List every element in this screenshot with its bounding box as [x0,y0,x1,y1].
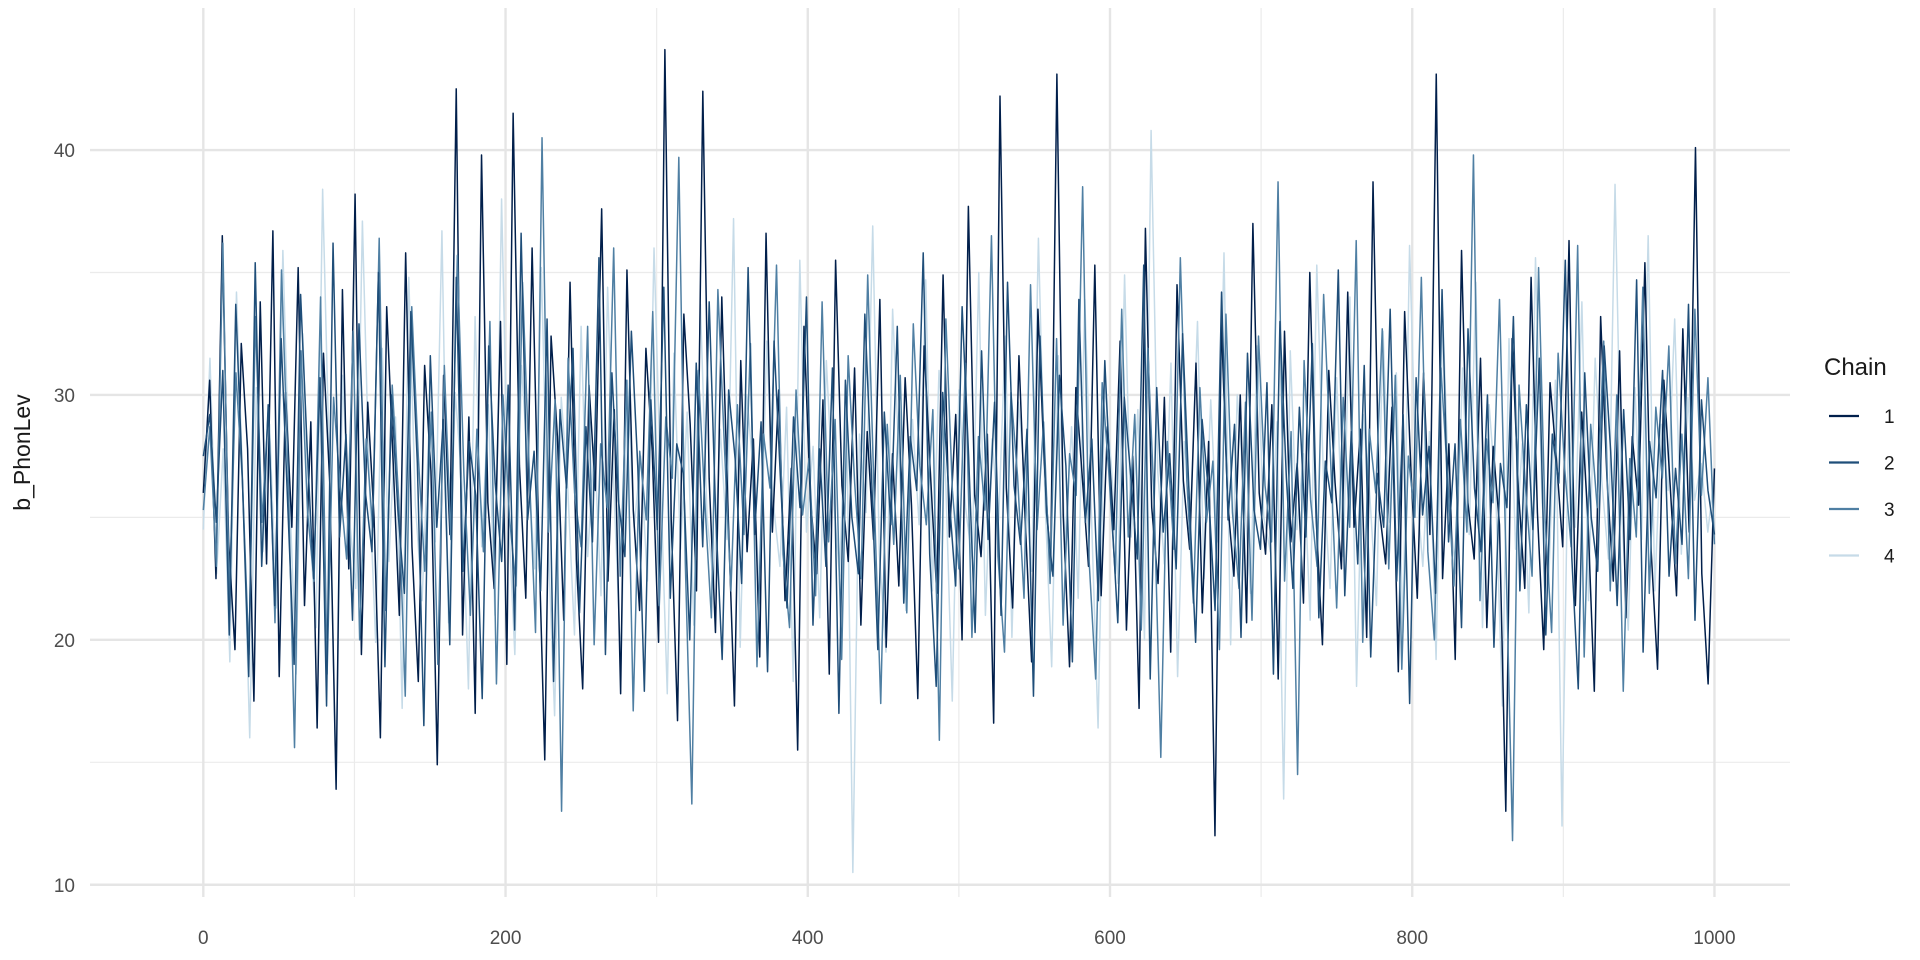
y-axis-title: b_PhonLev [9,394,35,511]
y-tick-label: 30 [54,386,75,407]
x-tick-label: 200 [490,928,522,949]
x-tick-label: 0 [198,928,209,949]
legend-label-chain-1: 1 [1884,407,1895,428]
x-tick-label: 400 [792,928,824,949]
y-tick-label: 20 [54,631,75,652]
x-tick-label: 800 [1396,928,1428,949]
y-axis-tick-labels: 10 20 30 40 [54,141,75,897]
y-tick-label: 10 [54,876,75,897]
x-tick-label: 1000 [1693,928,1735,949]
legend: Chain 1 2 3 4 [1824,354,1895,568]
series-line-chain-1 [202,48,1716,837]
series-line-chain-4 [202,129,1716,874]
y-tick-label: 40 [54,141,75,162]
x-tick-label: 600 [1094,928,1126,949]
legend-items: 1 2 3 4 [1829,407,1895,568]
legend-label-chain-3: 3 [1884,500,1895,521]
legend-title: Chain [1824,354,1887,381]
x-axis-tick-labels: 0 200 400 600 800 1000 [198,928,1736,949]
series-layer [202,48,1716,874]
legend-label-chain-2: 2 [1884,454,1895,475]
series-line-chain-2 [202,232,1716,727]
legend-label-chain-4: 4 [1884,547,1895,568]
